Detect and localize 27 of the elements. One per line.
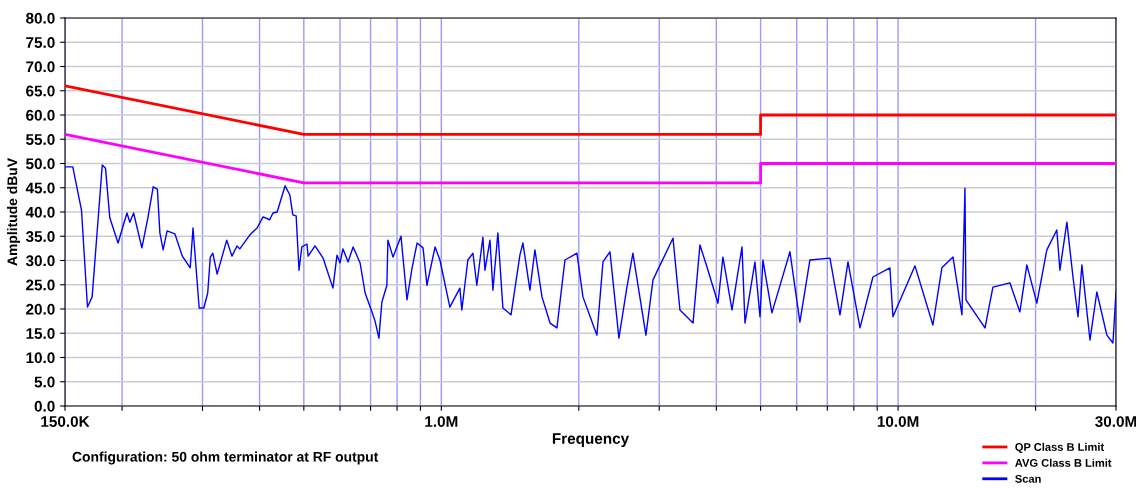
y-tick-label: 80.0 (26, 12, 55, 24)
y-tick-label: 10.0 (26, 352, 55, 364)
legend-label: AVG Class B Limit (1015, 458, 1112, 467)
y-tick-label: 30.0 (25, 255, 55, 267)
y-tick-label: 15.0 (26, 328, 55, 339)
y-tick-label: 60.0 (26, 109, 55, 121)
y-tick-label: 20.0 (26, 303, 55, 315)
legend-label: QP Class B Limit (1015, 442, 1105, 454)
y-tick-label: 45.0 (25, 182, 55, 194)
y-tick-label: 50.0 (26, 158, 55, 170)
y-tick-label: 55.0 (26, 134, 55, 145)
y-tick-label: 40.0 (25, 206, 55, 218)
y-tick-label: 25.0 (26, 279, 55, 291)
x-tick-label: 1.0M (425, 416, 458, 427)
y-tick-label: 75.0 (26, 37, 55, 48)
y-tick-label: 35.0 (25, 231, 55, 242)
x-tick-label: 150.0K (41, 416, 90, 427)
x-axis-title: Frequency (552, 433, 630, 447)
y-tick-label: 65.0 (26, 85, 55, 97)
x-tick-label: 10.0M (877, 416, 919, 427)
x-tick-label: 30.0M (1095, 416, 1136, 427)
y-tick-label: 0.0 (34, 400, 55, 412)
text: Configuration: 50 ohm terminator at RF output (72, 451, 379, 465)
legend-label: Scan (1015, 474, 1041, 483)
y-tick-label: 70.0 (26, 61, 55, 73)
y-axis-title: Amplitude dBuV (7, 158, 20, 266)
y-tick-label: 5.0 (34, 376, 55, 388)
